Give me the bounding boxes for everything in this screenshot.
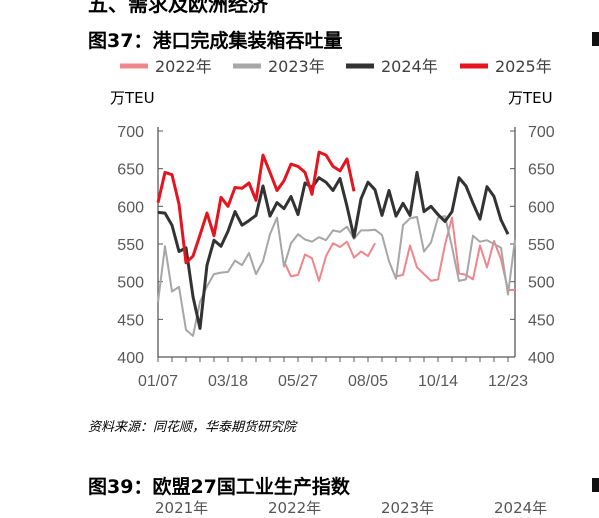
y-tick-label-left: 700 bbox=[117, 124, 144, 141]
series-line-2023年 bbox=[157, 215, 516, 337]
container-throughput-chart: 2022年 2023年 2024年 2025年 万TEU 万TEU 400 400 450… bbox=[110, 57, 555, 390]
y-axis-label-right: 万TEU bbox=[508, 89, 553, 107]
y-tick-label-left: 550 bbox=[117, 237, 144, 254]
y-tick-label-left: 400 bbox=[117, 350, 144, 367]
page-edge-mark bbox=[592, 32, 599, 46]
series-line-2024年 bbox=[157, 170, 510, 330]
x-tick-label: 03/18 bbox=[208, 373, 248, 390]
y-tick-label-right: 600 bbox=[528, 199, 555, 216]
y-tick-label-left: 500 bbox=[117, 275, 144, 292]
y-tick-label-left: 650 bbox=[117, 162, 144, 179]
next-figure-title: 图39：欧盟27国工业生产指数 bbox=[88, 476, 350, 498]
legend-label: 2022年 bbox=[155, 57, 212, 76]
y-tick-label-left: 450 bbox=[117, 312, 144, 329]
y-tick-label-right: 500 bbox=[528, 275, 555, 292]
y-tick-label-right: 550 bbox=[528, 237, 555, 254]
y-tick-label-right: 450 bbox=[528, 312, 555, 329]
legend-label: 2025年 bbox=[495, 57, 552, 76]
x-tick-label: 01/07 bbox=[138, 373, 178, 390]
legend-label: 2024年 bbox=[381, 57, 438, 76]
x-tick-label: 08/05 bbox=[348, 373, 388, 390]
y-tick-label-right: 400 bbox=[528, 350, 555, 367]
series-lines bbox=[156, 150, 516, 337]
next-legend-label: 2021年 bbox=[155, 499, 209, 517]
section-title: 五、需求及欧洲经济 bbox=[88, 0, 268, 16]
next-legend-label: 2022年 bbox=[268, 499, 322, 517]
x-tick-label: 10/14 bbox=[418, 373, 458, 390]
next-legend-label: 2023年 bbox=[381, 499, 435, 517]
axes: 400 400 450 450 500 500 550 550 600 600 650 650 700 7… bbox=[117, 124, 555, 390]
legend-label: 2023年 bbox=[268, 57, 325, 76]
page-edge-mark bbox=[592, 478, 599, 492]
y-tick-label-right: 650 bbox=[528, 162, 555, 179]
x-tick-label: 05/27 bbox=[278, 373, 318, 390]
next-legend-label: 2024年 bbox=[494, 499, 548, 517]
figure-title: 图37：港口完成集装箱吞吐量 bbox=[88, 30, 343, 52]
y-tick-label-right: 700 bbox=[528, 124, 555, 141]
y-tick-label-left: 600 bbox=[117, 199, 144, 216]
x-tick-label: 12/23 bbox=[488, 373, 528, 390]
legend: 2022年 2023年 2024年 2025年 bbox=[120, 57, 552, 76]
series-line-2025年 bbox=[156, 150, 356, 265]
source-note: 资料来源：同花顺，华泰期货研究院 bbox=[88, 420, 297, 435]
y-axis-label-left: 万TEU bbox=[110, 89, 155, 107]
